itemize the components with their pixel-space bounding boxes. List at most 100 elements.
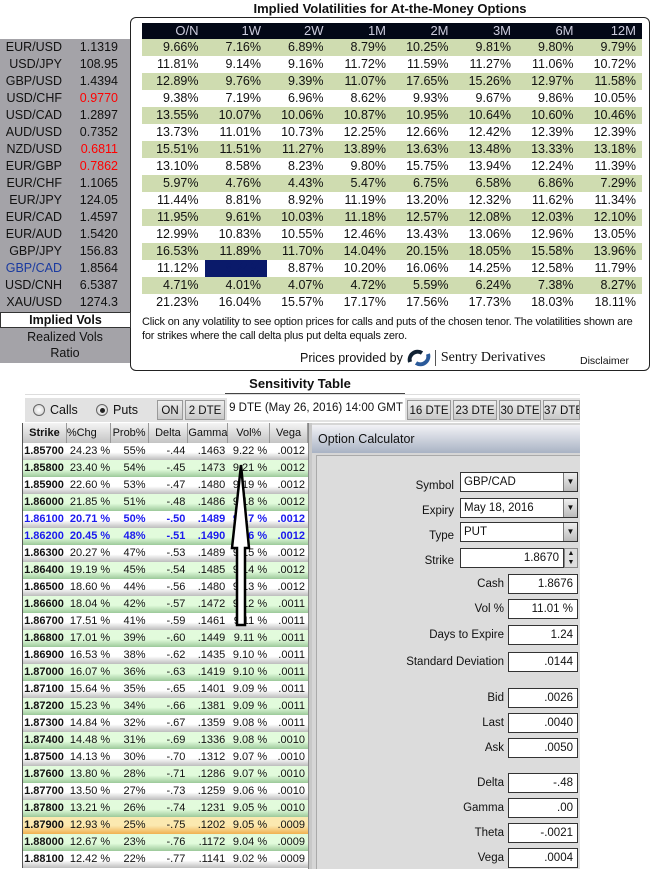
puts-radio[interactable]: Puts xyxy=(96,403,138,417)
pair-name[interactable]: EUR/GBP xyxy=(5,159,62,173)
vol-cell[interactable]: 10.25% xyxy=(406,40,449,54)
pair-name[interactable]: USD/CAD xyxy=(5,108,62,122)
vol-cell[interactable]: 12.99% xyxy=(156,227,199,241)
vol-cell[interactable]: 12.89% xyxy=(156,74,199,88)
vol-cell[interactable]: 8.62% xyxy=(350,91,386,105)
splitter[interactable] xyxy=(308,423,312,869)
vol-cell[interactable]: 16.53% xyxy=(156,244,199,258)
vol-cell[interactable]: 17.73% xyxy=(468,295,511,309)
vol-cell[interactable]: 11.59% xyxy=(407,57,449,71)
vol-cell[interactable]: 20.15% xyxy=(406,244,449,258)
vol-cell[interactable]: 9.76% xyxy=(225,74,261,88)
vol-cell[interactable]: 13.63% xyxy=(406,142,449,156)
table-row[interactable]: 1.87100 15.64 % 35% -.65 .1401 9.09 % .0011 xyxy=(23,681,308,698)
vol-cell[interactable]: 9.86% xyxy=(538,91,574,105)
vol-cell[interactable]: 11.19% xyxy=(344,193,386,207)
table-row[interactable]: 1.87400 14.48 % 31% -.69 .1336 9.08 % .0010 xyxy=(23,732,308,749)
table-row[interactable]: 1.86900 16.53 % 38% -.62 .1435 9.10 % .0011 xyxy=(23,647,308,664)
vol-cell[interactable]: 9.14% xyxy=(225,57,261,71)
table-row[interactable]: 1.87800 13.21 % 26% -.74 .1231 9.05 % .0010 xyxy=(23,800,308,817)
currency-pair-item[interactable]: GBP/CAD 1.8564 xyxy=(0,260,130,277)
vol-cell[interactable]: 10.20% xyxy=(343,261,386,275)
currency-pair-item[interactable]: GBP/JPY 156.83 xyxy=(0,243,130,260)
vol-cell[interactable]: 18.05% xyxy=(468,244,511,258)
vol-cell[interactable]: 11.89% xyxy=(219,244,261,258)
vol-cell[interactable]: 12.57% xyxy=(406,210,449,224)
pair-name[interactable]: GBP/USD xyxy=(5,74,62,88)
vol-cell[interactable]: 6.86% xyxy=(538,176,574,190)
vol-cell[interactable]: 10.05% xyxy=(593,91,636,105)
vol-cell[interactable]: 10.03% xyxy=(281,210,324,224)
vol-cell[interactable]: 4.76% xyxy=(225,176,261,190)
vol-cell[interactable]: 13.18% xyxy=(593,142,636,156)
vol-cell[interactable]: 10.87% xyxy=(343,108,386,122)
currency-pair-item[interactable]: USD/CNH 6.5387 xyxy=(0,277,130,294)
currency-pair-item[interactable]: EUR/CAD 1.4597 xyxy=(0,209,130,226)
vol-cell[interactable]: 9.67% xyxy=(475,91,511,105)
vol-cell[interactable]: 18.11% xyxy=(594,295,636,309)
vol-cell[interactable]: 17.17% xyxy=(343,295,386,309)
vol-cell[interactable]: 13.20% xyxy=(406,193,449,207)
tab-dte-3[interactable]: 16 DTE xyxy=(407,400,451,420)
vol-cell[interactable]: 13.43% xyxy=(406,227,449,241)
table-row[interactable]: 1.86200 20.45 % 48% -.51.1490 9.16 % .0012 xyxy=(23,528,308,545)
vol-cell[interactable]: 10.72% xyxy=(593,57,636,71)
column-header-pctchg[interactable]: %Chg xyxy=(67,423,111,443)
table-row[interactable]: 1.87300 14.84 % 32% -.67 .1359 9.08 % .0011 xyxy=(23,715,308,732)
vol-cell[interactable]: 12.03% xyxy=(531,210,574,224)
spin-up-icon[interactable]: ▲ xyxy=(567,550,575,557)
tab-dte-4[interactable]: 23 DTE xyxy=(453,400,497,420)
column-header-vega[interactable]: Vega xyxy=(270,423,309,443)
vol-cell[interactable]: 12.25% xyxy=(343,125,386,139)
vol-cell[interactable]: 13.48% xyxy=(468,142,511,156)
calls-radio[interactable]: Calls xyxy=(33,403,78,417)
vol-cell[interactable]: 4.01% xyxy=(225,278,261,292)
currency-pair-item[interactable]: EUR/USD 1.1319 xyxy=(0,39,130,56)
pair-name[interactable]: AUD/USD xyxy=(5,125,62,139)
vol-cell[interactable]: 8.24% xyxy=(204,260,267,277)
pair-name[interactable]: USD/JPY xyxy=(9,57,62,71)
pair-name[interactable]: GBP/CAD xyxy=(5,261,62,275)
table-row[interactable]: 1.87900 12.93 % 25% -.75 .1202 9.05 % .0009 xyxy=(23,817,308,834)
vol-cell[interactable]: 18.03% xyxy=(531,295,574,309)
column-header-delta[interactable]: Delta xyxy=(149,423,189,443)
vol-cell[interactable]: 10.46% xyxy=(593,108,636,122)
ask-field[interactable]: .0050 xyxy=(508,738,578,758)
pair-name[interactable]: XAU/USD xyxy=(6,295,62,309)
vol-cell[interactable]: 13.89% xyxy=(343,142,386,156)
vol-cell[interactable]: 12.66% xyxy=(406,125,449,139)
dropdown-arrow-icon[interactable]: ▼ xyxy=(563,473,577,491)
vol-cell[interactable]: 13.96% xyxy=(593,244,636,258)
vol-cell[interactable]: 13.10% xyxy=(156,159,199,173)
pair-name[interactable]: EUR/AUD xyxy=(5,227,62,241)
dropdown-arrow-icon[interactable]: ▼ xyxy=(563,499,577,517)
table-row[interactable]: 1.86000 21.85 % 51% -.48.1486 9.18 % .0012 xyxy=(23,494,308,511)
standard-deviation-field[interactable]: .0144 xyxy=(508,652,578,672)
table-row[interactable]: 1.86400 19.19 % 45% -.54.1485 9.14 % .0012 xyxy=(23,562,308,579)
tab-dte-6[interactable]: 37 DTE xyxy=(543,400,580,420)
vol-cell[interactable]: 15.26% xyxy=(468,74,511,88)
pair-name[interactable]: USD/CHF xyxy=(6,91,62,105)
vol-cell[interactable]: 10.07% xyxy=(218,108,261,122)
vol-cell[interactable]: 12.39% xyxy=(531,125,574,139)
vol-cell[interactable]: 12.58% xyxy=(531,261,574,275)
vol-cell[interactable]: 11.95% xyxy=(157,210,199,224)
vol-cell[interactable]: 10.95% xyxy=(406,108,449,122)
tab-ratio[interactable]: Ratio xyxy=(50,346,80,360)
vol-cell[interactable]: 4.07% xyxy=(288,278,324,292)
vol-cell[interactable]: 13.55% xyxy=(156,108,199,122)
vol-cell[interactable]: 10.60% xyxy=(531,108,574,122)
table-row[interactable]: 1.85800 23.40 % 54% -.45.1473 9.21 % .0012 xyxy=(23,460,308,477)
vol-cell[interactable]: 11.79% xyxy=(594,261,636,275)
table-row[interactable]: 1.88100 12.42 % 22% -.77 .1141 9.02 % .0009 xyxy=(23,851,308,868)
table-row[interactable]: 1.86700 17.51 % 41% -.59.1461 9.11 % .0011 xyxy=(23,613,308,630)
vol-cell[interactable]: 15.75% xyxy=(406,159,449,173)
vol-cell[interactable]: 13.73% xyxy=(156,125,199,139)
table-row[interactable]: 1.87600 13.80 % 28% -.71 .1286 9.07 % .0010 xyxy=(23,766,308,783)
pair-name[interactable]: USD/CNH xyxy=(5,278,62,292)
vol-cell[interactable]: 21.23% xyxy=(156,295,199,309)
vol-cell[interactable]: 9.66% xyxy=(163,40,199,54)
delta-field[interactable]: -.48 xyxy=(508,773,578,793)
currency-pair-item[interactable]: USD/JPY 108.95 xyxy=(0,56,130,73)
table-row[interactable]: 1.85900 22.60 % 53% -.47.1480 9.19 % .0012 xyxy=(23,477,308,494)
